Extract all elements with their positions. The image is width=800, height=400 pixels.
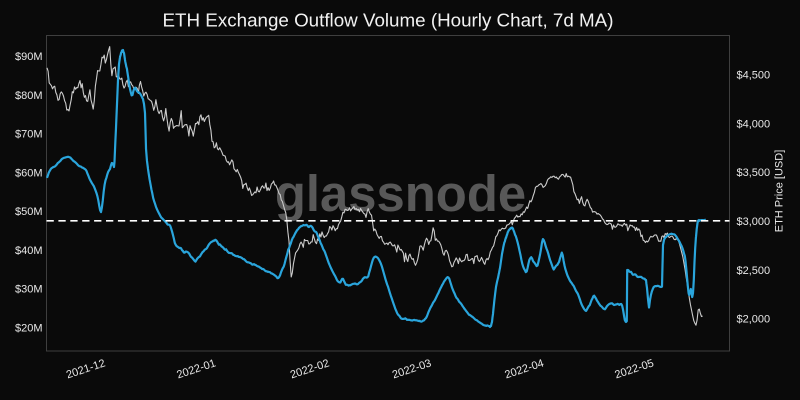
svg-text:$20M: $20M [15,322,43,334]
svg-text:$80M: $80M [15,90,43,102]
svg-text:ETH Price [USD]: ETH Price [USD] [774,150,786,233]
svg-text:$3,500: $3,500 [737,167,771,179]
svg-text:$30M: $30M [15,284,43,296]
svg-text:$60M: $60M [15,167,43,179]
svg-text:$90M: $90M [15,51,43,63]
svg-text:$2,000: $2,000 [737,314,771,326]
svg-text:$4,000: $4,000 [737,118,771,130]
svg-text:$70M: $70M [15,129,43,141]
svg-text:$4,500: $4,500 [737,70,771,82]
svg-text:$2,500: $2,500 [737,265,771,277]
svg-text:glassnode: glassnode [275,165,526,222]
svg-text:$40M: $40M [15,245,43,257]
svg-text:$50M: $50M [15,206,43,218]
svg-text:$3,000: $3,000 [737,216,771,228]
svg-text:ETH Exchange Outflow Volume (H: ETH Exchange Outflow Volume (Hourly Char… [163,10,614,31]
